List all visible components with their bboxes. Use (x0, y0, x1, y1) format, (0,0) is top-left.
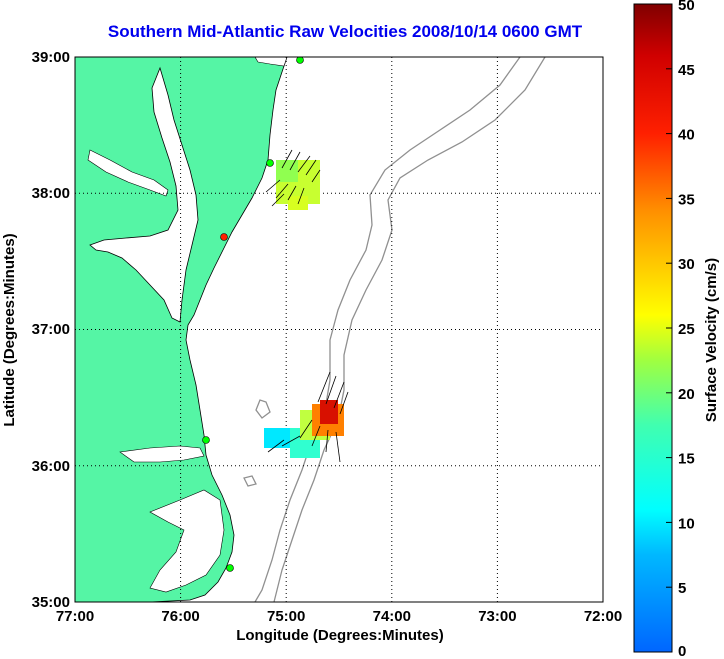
y-tick-label: 35:00 (32, 594, 70, 611)
delaware-bay (254, 57, 288, 67)
colorbar-gradient (633, 3, 673, 653)
x-tick-label: 74:00 (373, 608, 411, 625)
colorbar-tick-label: 40 (678, 127, 695, 144)
plot-frame (74, 56, 604, 603)
potomac-river (87, 149, 169, 197)
velocity-field-south (264, 371, 349, 463)
colorbar-tick-label: 15 (678, 451, 695, 468)
radar-sites (202, 57, 304, 572)
x-axis: 77:00 76:00 75:00 74:00 73:00 72:00 Long… (56, 608, 622, 644)
colorbar-tick-label: 30 (678, 256, 695, 273)
colorbar-tick-label: 45 (678, 62, 695, 79)
velocity-field-north (265, 149, 321, 210)
map-title: Southern Mid-Atlantic Raw Velocities 200… (107, 22, 583, 41)
grid-lines (75, 57, 603, 602)
colorbar-tick-label: 0 (678, 643, 686, 659)
y-axis-label: Latitude (Degrees:Minutes) (1, 233, 18, 426)
colorbar-tick-label: 10 (678, 515, 695, 532)
y-axis: 39:00 38:00 37:00 36:00 35:00 Latitude (… (1, 49, 70, 611)
colorbar: 50 45 40 35 30 25 20 15 10 5 0 Surface V… (633, 0, 720, 659)
x-tick-label: 72:00 (584, 608, 622, 625)
x-axis-label: Longitude (Degrees:Minutes) (236, 627, 444, 644)
y-tick-label: 38:00 (32, 185, 70, 202)
depth-contours (243, 57, 546, 602)
colorbar-label: Surface Velocity (cm/s) (703, 258, 720, 422)
x-tick-label: 75:00 (267, 608, 305, 625)
chesapeake-bay (89, 66, 199, 323)
colorbar-tick-label: 35 (678, 191, 695, 208)
y-tick-label: 36:00 (32, 458, 70, 475)
colorbar-tick-label: 20 (678, 386, 695, 403)
x-tick-label: 76:00 (161, 608, 199, 625)
y-tick-label: 37:00 (32, 321, 70, 338)
colorbar-tick-label: 5 (678, 580, 686, 597)
x-tick-label: 73:00 (478, 608, 516, 625)
colorbar-tick-label: 50 (678, 0, 695, 14)
colorbar-tick-label: 25 (678, 321, 695, 338)
albemarle-sound (119, 445, 205, 463)
x-tick-label: 77:00 (56, 608, 94, 625)
pamlico-sound (149, 489, 225, 593)
y-tick-label: 39:00 (32, 49, 70, 66)
